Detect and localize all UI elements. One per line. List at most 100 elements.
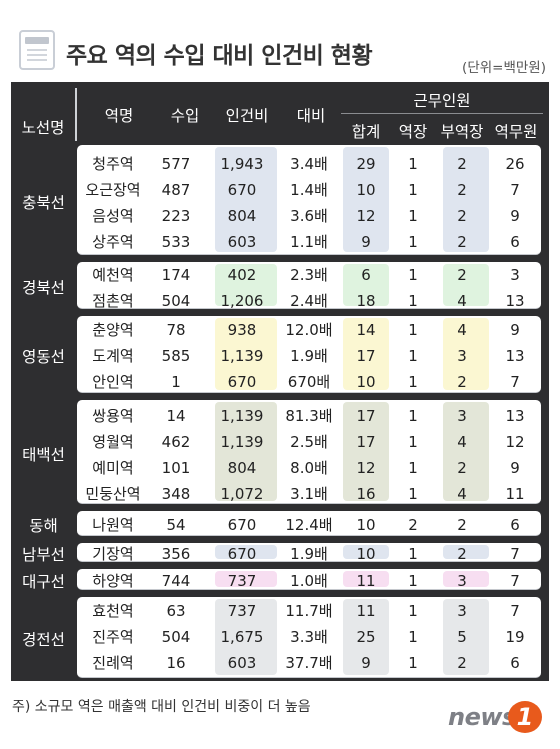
cell-labor: 804 — [227, 207, 257, 225]
cell-station: 나원역 — [92, 516, 134, 534]
cell-labor: 670 — [227, 545, 257, 563]
cell-stationmaster: 1 — [408, 266, 418, 284]
unit-label: (단위=백만원) — [462, 60, 546, 76]
table-row: 나원역 54 670 12.4배 10 2 2 6 — [77, 512, 541, 538]
cell-stationmaster: 1 — [408, 233, 418, 251]
cell-total: 16 — [356, 485, 376, 503]
cell-revenue: 223 — [161, 207, 191, 225]
column-highlight — [343, 402, 389, 501]
cell-deputy: 4 — [457, 433, 467, 451]
group-card — [77, 262, 541, 309]
cell-ratio: 670배 — [287, 373, 331, 391]
line-name: 동해 — [29, 517, 58, 535]
header-deputy: 부역장 — [440, 123, 484, 141]
cell-labor: 1,139 — [220, 347, 264, 365]
cell-deputy: 3 — [457, 347, 467, 365]
column-highlight — [215, 264, 277, 306]
cell-deputy: 2 — [457, 654, 467, 672]
cell-staff: 7 — [510, 181, 520, 199]
column-highlight — [443, 571, 489, 587]
cell-deputy: 2 — [457, 266, 467, 284]
column-highlight — [343, 264, 389, 306]
cell-revenue: 533 — [161, 233, 191, 251]
cell-labor: 1,675 — [220, 628, 264, 646]
table-row: 춘양역 78 938 12.0배 14 1 4 9 — [77, 317, 541, 343]
line-name: 남부선 — [22, 546, 65, 564]
cell-stationmaster: 1 — [408, 373, 418, 391]
group-card — [77, 400, 541, 504]
cell-revenue: 744 — [161, 572, 191, 590]
group-card — [77, 597, 541, 678]
table-row: 진례역 16 603 37.7배 9 1 2 6 — [77, 650, 541, 676]
cell-total: 17 — [356, 347, 376, 365]
header-subdivider — [341, 113, 543, 114]
column-highlight — [443, 147, 489, 252]
header-staff-group: 근무인원 — [413, 92, 471, 110]
cell-ratio: 1.4배 — [290, 181, 328, 199]
line-group: 영동선 춘양역 78 938 12.0배 14 1 4 9 도계역 585 1,139 1.9배 17 1 3… — [11, 316, 549, 396]
header-labor: 인건비 — [225, 107, 269, 125]
line-group: 동해 나원역 54 670 12.4배 10 2 2 6 — [11, 511, 549, 539]
cell-stationmaster: 2 — [408, 516, 418, 534]
cell-station: 예천역 — [92, 266, 134, 284]
cell-deputy: 2 — [457, 233, 467, 251]
cell-revenue: 78 — [166, 321, 186, 339]
column-highlight — [343, 147, 389, 252]
table-row: 민둥산역 348 1,072 3.1배 16 1 4 11 — [77, 481, 541, 507]
table-row: 점촌역 504 1,206 2.4배 18 1 4 13 — [77, 288, 541, 314]
column-highlight — [343, 571, 389, 587]
group-card — [77, 543, 541, 562]
cell-revenue: 1 — [171, 373, 181, 391]
cell-labor: 603 — [227, 233, 257, 251]
cell-ratio: 12.0배 — [285, 321, 333, 339]
table-row: 상주역 533 603 1.1배 9 1 2 6 — [77, 229, 541, 255]
cell-staff: 13 — [505, 292, 525, 310]
column-highlight — [215, 571, 277, 587]
cell-stationmaster: 1 — [408, 602, 418, 620]
cell-station: 도계역 — [92, 347, 134, 365]
cell-staff: 7 — [510, 572, 520, 590]
cell-ratio: 3.4배 — [290, 155, 328, 173]
table-row: 예미역 101 804 8.0배 12 1 2 9 — [77, 455, 541, 481]
table-row: 효천역 63 737 11.7배 11 1 3 7 — [77, 598, 541, 624]
group-card — [77, 145, 541, 255]
cell-station: 춘양역 — [92, 321, 134, 339]
cell-revenue: 585 — [161, 347, 191, 365]
cell-deputy: 2 — [457, 373, 467, 391]
line-group: 경북선 예천역 174 402 2.3배 6 1 2 3 점촌역 504 1,206 2.4배 18 1 4 1… — [11, 262, 549, 312]
logo-text: news — [448, 703, 516, 731]
column-highlight — [215, 545, 277, 559]
cell-station: 하양역 — [92, 572, 134, 590]
cell-total: 10 — [356, 181, 376, 199]
cell-total: 14 — [356, 321, 376, 339]
header: 주요 역의 수입 대비 인건비 현황 (단위=백만원) — [0, 0, 560, 82]
cell-staff: 7 — [510, 602, 520, 620]
cell-deputy: 2 — [457, 516, 467, 534]
header-divider — [75, 88, 77, 141]
cell-stationmaster: 1 — [408, 485, 418, 503]
cell-revenue: 504 — [161, 292, 191, 310]
header-station: 역명 — [104, 107, 134, 125]
table-header: 노선명 역명 수입 인건비 대비 근무인원 합계 역장 부역장 역무원 — [11, 82, 549, 145]
cell-stationmaster: 1 — [408, 572, 418, 590]
cell-ratio: 2.5배 — [290, 433, 328, 451]
cell-total: 10 — [356, 373, 376, 391]
group-card — [77, 316, 541, 393]
cell-staff: 7 — [510, 373, 520, 391]
cell-total: 10 — [356, 516, 376, 534]
cell-ratio: 3.6배 — [290, 207, 328, 225]
footnote: 주) 소규모 역은 매출액 대비 인건비 비중이 더 높음 — [12, 699, 311, 715]
table-row: 쌍용역 14 1,139 81.3배 17 1 3 13 — [77, 403, 541, 429]
cell-ratio: 81.3배 — [285, 407, 333, 425]
group-card — [77, 511, 541, 536]
line-name: 충북선 — [22, 193, 65, 212]
cell-ratio: 1.9배 — [290, 545, 328, 563]
cell-staff: 12 — [505, 433, 525, 451]
column-highlight — [215, 147, 277, 252]
group-card — [77, 569, 541, 590]
cell-labor: 670 — [227, 181, 257, 199]
cell-staff: 6 — [510, 654, 520, 672]
cell-deputy: 3 — [457, 602, 467, 620]
cell-ratio: 2.3배 — [290, 266, 328, 284]
header-revenue: 수입 — [170, 107, 200, 125]
